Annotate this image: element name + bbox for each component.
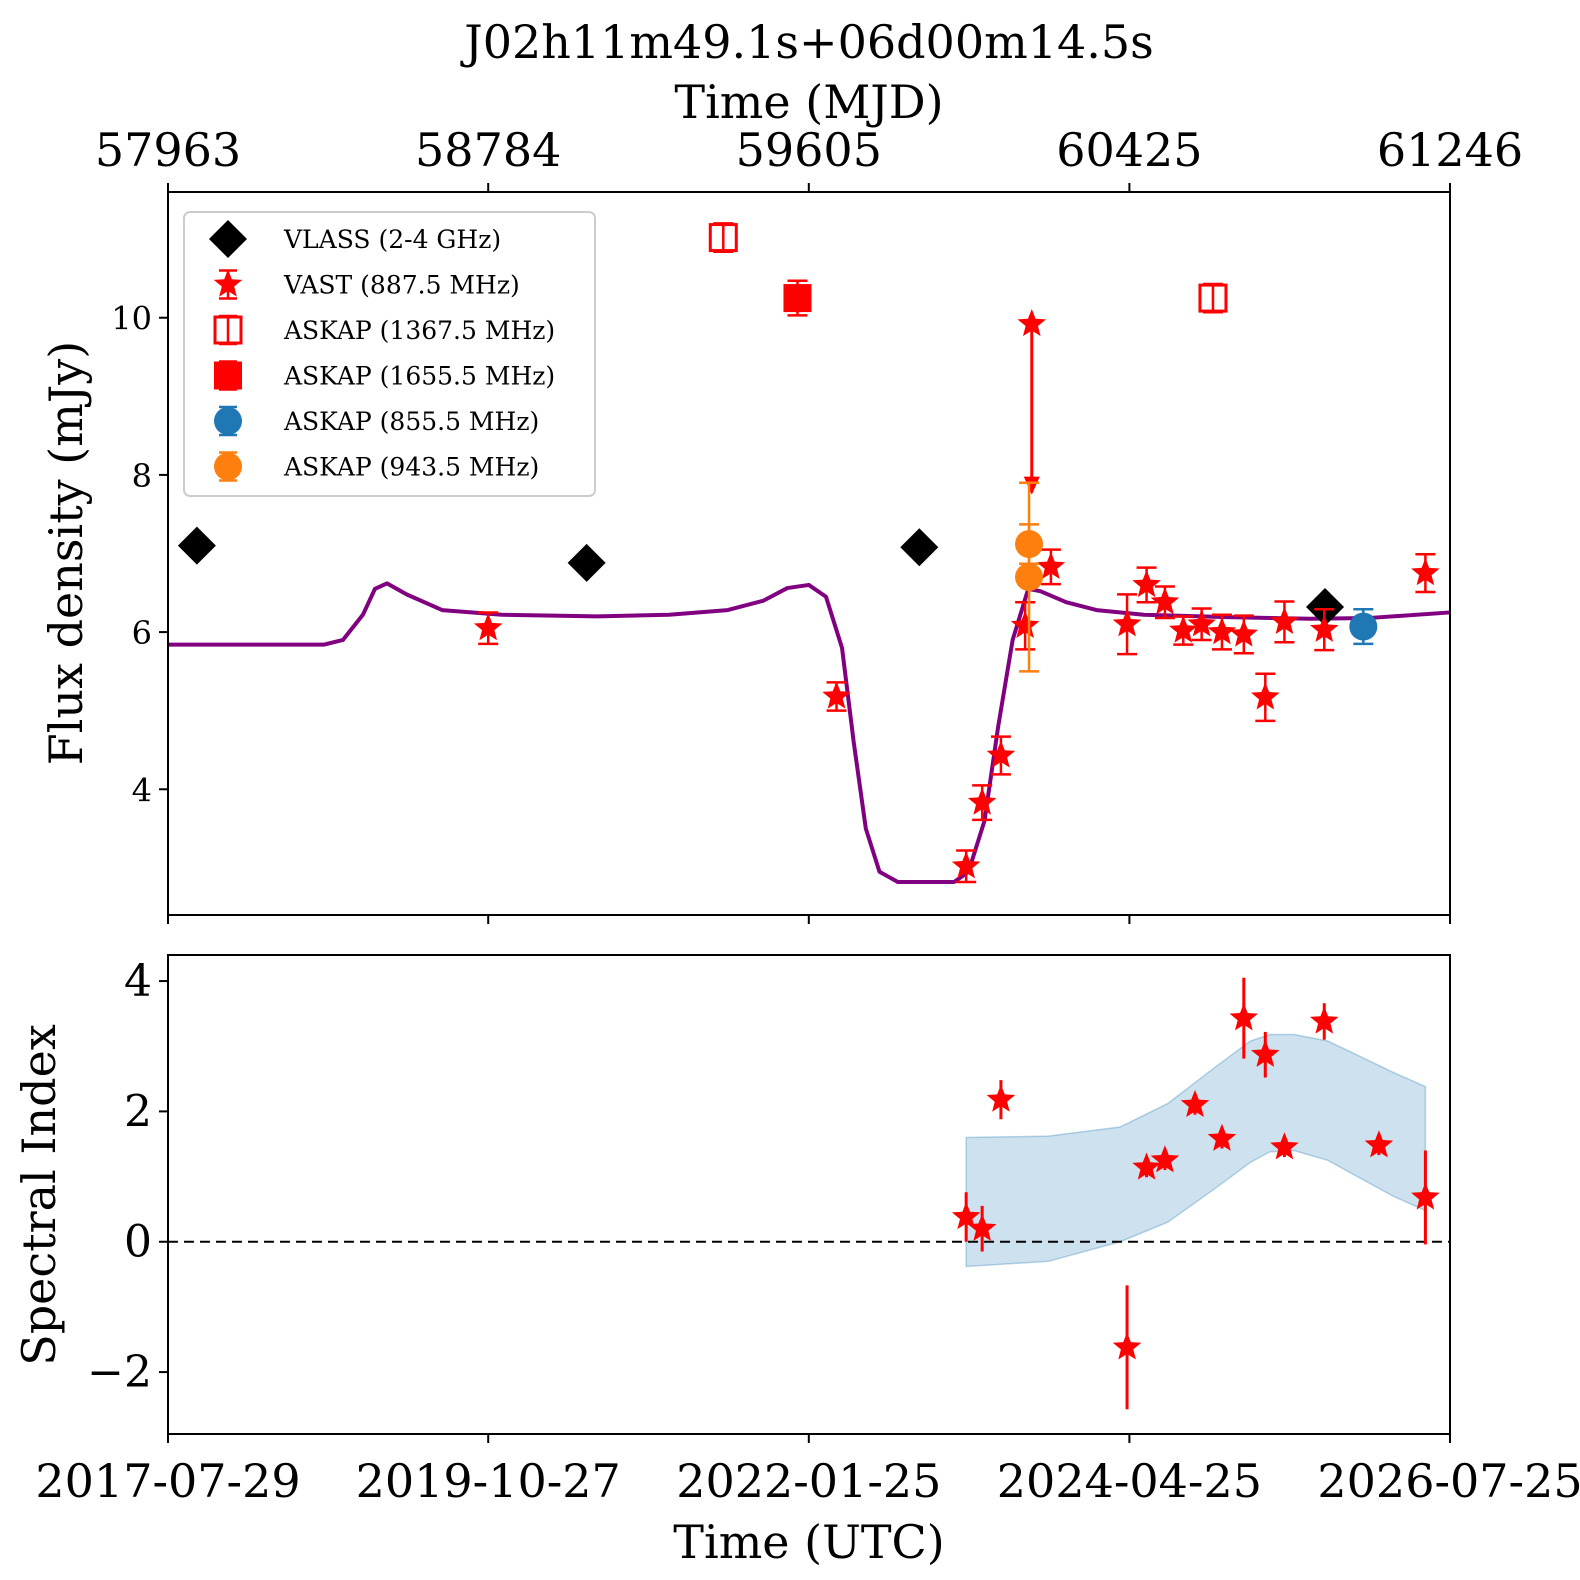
spectral-point-11-marker bbox=[1309, 1006, 1339, 1034]
top-y-tick-label-1: 6 bbox=[132, 614, 152, 652]
flux-density-panel: 57963 58784 59605 60425 61246 4 6 8 10 J02h11m49… bbox=[39, 15, 1523, 924]
spectral-point-2-marker bbox=[986, 1084, 1016, 1112]
series-6-point-0-marker bbox=[1015, 563, 1044, 592]
spectral-point-1-marker bbox=[967, 1213, 997, 1241]
series-1-point-10-marker bbox=[1169, 615, 1198, 643]
spectral-point-4-marker bbox=[1132, 1152, 1161, 1180]
legend-entry-5-marker bbox=[214, 452, 242, 481]
series-3-point-1-marker bbox=[1198, 283, 1228, 313]
legend-entry-1-marker bbox=[213, 269, 243, 297]
spectral-index-band bbox=[965, 1033, 1427, 1268]
series-1-point-4-marker bbox=[986, 740, 1016, 768]
series-1-point-7-marker bbox=[1112, 609, 1142, 637]
legend-entry-3-label: ASKAP (1655.5 MHz) bbox=[283, 362, 555, 391]
bottom-plot-frame bbox=[167, 954, 1451, 1435]
series-6-point-1-marker bbox=[1015, 530, 1044, 559]
legend-entry-5-label: ASKAP (943.5 MHz) bbox=[283, 453, 539, 482]
legend-entry-4-marker bbox=[214, 407, 242, 435]
legend-entry-0-marker bbox=[209, 220, 247, 258]
spectral-point-10-marker bbox=[1270, 1132, 1299, 1160]
spectral-point-5-marker bbox=[1150, 1145, 1180, 1173]
mjd-tick-label-4: 61246 bbox=[1377, 123, 1523, 177]
series-1-point-0-marker bbox=[473, 613, 503, 641]
series-0-point-1-marker bbox=[567, 543, 606, 582]
series-1-point-16-marker bbox=[1309, 614, 1339, 642]
spectral-point-0-marker bbox=[951, 1201, 981, 1230]
mjd-tick-label-0: 57963 bbox=[95, 123, 241, 177]
top-y-tick-label-0: 4 bbox=[132, 771, 152, 809]
bottom-x-tick-label-2: 2022-01-25 bbox=[676, 1454, 941, 1508]
model-curve bbox=[168, 581, 1451, 884]
series-1-point-5-marker bbox=[1010, 610, 1040, 638]
series-1-point-15-marker bbox=[1270, 606, 1299, 635]
legend-entry-4-label: ASKAP (855.5 MHz) bbox=[283, 407, 539, 436]
spectral-point-13-marker bbox=[1411, 1182, 1440, 1210]
mjd-tick-label-3: 60425 bbox=[1056, 123, 1202, 177]
series-1-point-13-marker bbox=[1229, 619, 1259, 647]
series-1-point-8-marker bbox=[1132, 569, 1161, 598]
mjd-tick-label-2: 59605 bbox=[736, 123, 882, 177]
legend-entry-2-label: ASKAP (1367.5 MHz) bbox=[283, 316, 555, 345]
spectral-point-12-marker bbox=[1364, 1130, 1394, 1158]
chart-title: J02h11m49.1s+06d00m14.5s bbox=[460, 15, 1153, 69]
bottom-x-tick-label-1: 2019-10-27 bbox=[356, 1454, 621, 1508]
series-1-point-1-marker bbox=[822, 681, 851, 709]
bottom-x-tick-label-4: 2026-07-25 bbox=[1317, 1454, 1580, 1508]
bottom-x-tick-label-3: 2024-04-25 bbox=[997, 1454, 1262, 1508]
bottom-y-tick-label-0: −2 bbox=[87, 1347, 152, 1398]
spectral-index-panel: 2017-07-29 2019-10-27 2022-01-25 2024-04-25… bbox=[12, 954, 1580, 1569]
series-2-point-0-limit-arrow bbox=[1023, 476, 1040, 495]
series-5-point-0-marker bbox=[1349, 612, 1378, 641]
legend-entry-0-label: VLASS (2-4 GHz) bbox=[283, 225, 501, 254]
series-1-point-3-marker bbox=[967, 787, 997, 815]
legend-box bbox=[183, 211, 596, 497]
top-x-axis-label: Time (MJD) bbox=[674, 75, 943, 129]
series-1-point-12-marker bbox=[1207, 617, 1237, 645]
series-0-point-0-marker bbox=[177, 526, 216, 565]
top-y-tick-label-2: 8 bbox=[132, 457, 152, 495]
legend-entry-3-marker bbox=[214, 361, 242, 390]
series-1-point-2-marker bbox=[951, 851, 981, 879]
series-0-point-3-marker bbox=[1306, 587, 1345, 626]
top-y-tick-label-3: 10 bbox=[111, 300, 152, 338]
series-2-point-0-marker bbox=[1017, 309, 1047, 337]
series-1-point-11-marker bbox=[1187, 609, 1216, 637]
series-1-point-14-marker bbox=[1251, 682, 1280, 710]
spectral-point-7-marker bbox=[1207, 1123, 1237, 1151]
series-1-point-6-marker bbox=[1036, 551, 1066, 579]
bottom-y-axis-label: Spectral Index bbox=[12, 1024, 66, 1366]
bottom-y-tick-label-3: 4 bbox=[124, 956, 152, 1007]
legend: VLASS (2-4 GHz) VAST (887.5 MHz) ASKAP (13… bbox=[183, 211, 596, 497]
series-4-point-0-marker bbox=[783, 284, 812, 313]
series-1-point-9-marker bbox=[1150, 587, 1180, 615]
spectral-point-8-marker bbox=[1229, 1003, 1259, 1031]
bottom-x-tick-label-0: 2017-07-29 bbox=[35, 1454, 300, 1508]
mjd-tick-label-1: 58784 bbox=[415, 123, 561, 177]
spectral-point-3-marker bbox=[1112, 1332, 1142, 1360]
legend-entry-1-label: VAST (887.5 MHz) bbox=[283, 271, 520, 300]
bottom-x-axis-label: Time (UTC) bbox=[673, 1515, 944, 1569]
bottom-y-tick-label-2: 2 bbox=[124, 1086, 152, 1137]
series-3-point-0-marker bbox=[708, 223, 738, 253]
series-1-point-17-marker bbox=[1411, 558, 1440, 586]
series-0-point-2-marker bbox=[900, 528, 939, 567]
spectral-point-9-marker bbox=[1251, 1039, 1280, 1067]
spectral-point-6-marker bbox=[1180, 1089, 1210, 1118]
legend-entry-2-marker bbox=[213, 315, 243, 345]
top-y-axis-label: Flux density (mJy) bbox=[39, 341, 93, 765]
bottom-y-tick-label-1: 0 bbox=[124, 1217, 152, 1268]
